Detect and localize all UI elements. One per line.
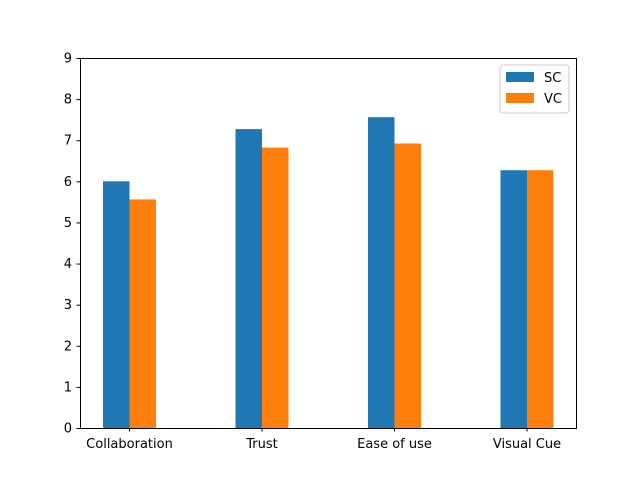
y-tick-label: 9 <box>64 52 72 67</box>
bar-vc-collaboration <box>129 199 156 428</box>
x-tick-label: Ease of use <box>357 437 432 452</box>
legend-label-sc: SC <box>544 71 561 86</box>
legend-label-vc: VC <box>544 92 562 107</box>
legend-swatch-sc <box>506 72 534 82</box>
x-tick-label: Visual Cue <box>493 437 561 452</box>
bar-vc-ease-of-use <box>394 143 421 428</box>
bar-vc-visual-cue <box>527 170 554 428</box>
legend-swatch-vc <box>506 93 534 103</box>
y-tick-label: 7 <box>64 134 72 149</box>
y-tick-label: 2 <box>64 339 72 354</box>
x-tick-label: Collaboration <box>86 437 173 452</box>
y-tick-label: 6 <box>64 175 72 190</box>
bars-layer <box>103 117 554 428</box>
bar-sc-trust <box>235 129 262 428</box>
y-tick-label: 8 <box>64 93 72 108</box>
bar-sc-ease-of-use <box>368 117 395 428</box>
y-axis: 0 1 2 3 4 5 6 7 8 9 <box>64 52 80 437</box>
y-tick-label: 5 <box>64 216 72 231</box>
bar-sc-visual-cue <box>500 170 527 428</box>
x-axis: Collaboration Trust Ease of use Visual Cue <box>86 428 561 452</box>
plot-frame <box>80 58 577 429</box>
bar-sc-collaboration <box>103 181 130 428</box>
legend: SC VC <box>499 64 570 114</box>
x-tick-label: Trust <box>245 437 277 452</box>
y-tick-label: 0 <box>64 422 72 437</box>
y-tick-label: 3 <box>64 298 72 313</box>
y-tick-label: 4 <box>64 257 72 272</box>
bar-vc-trust <box>262 147 289 428</box>
y-tick-label: 1 <box>64 380 72 395</box>
